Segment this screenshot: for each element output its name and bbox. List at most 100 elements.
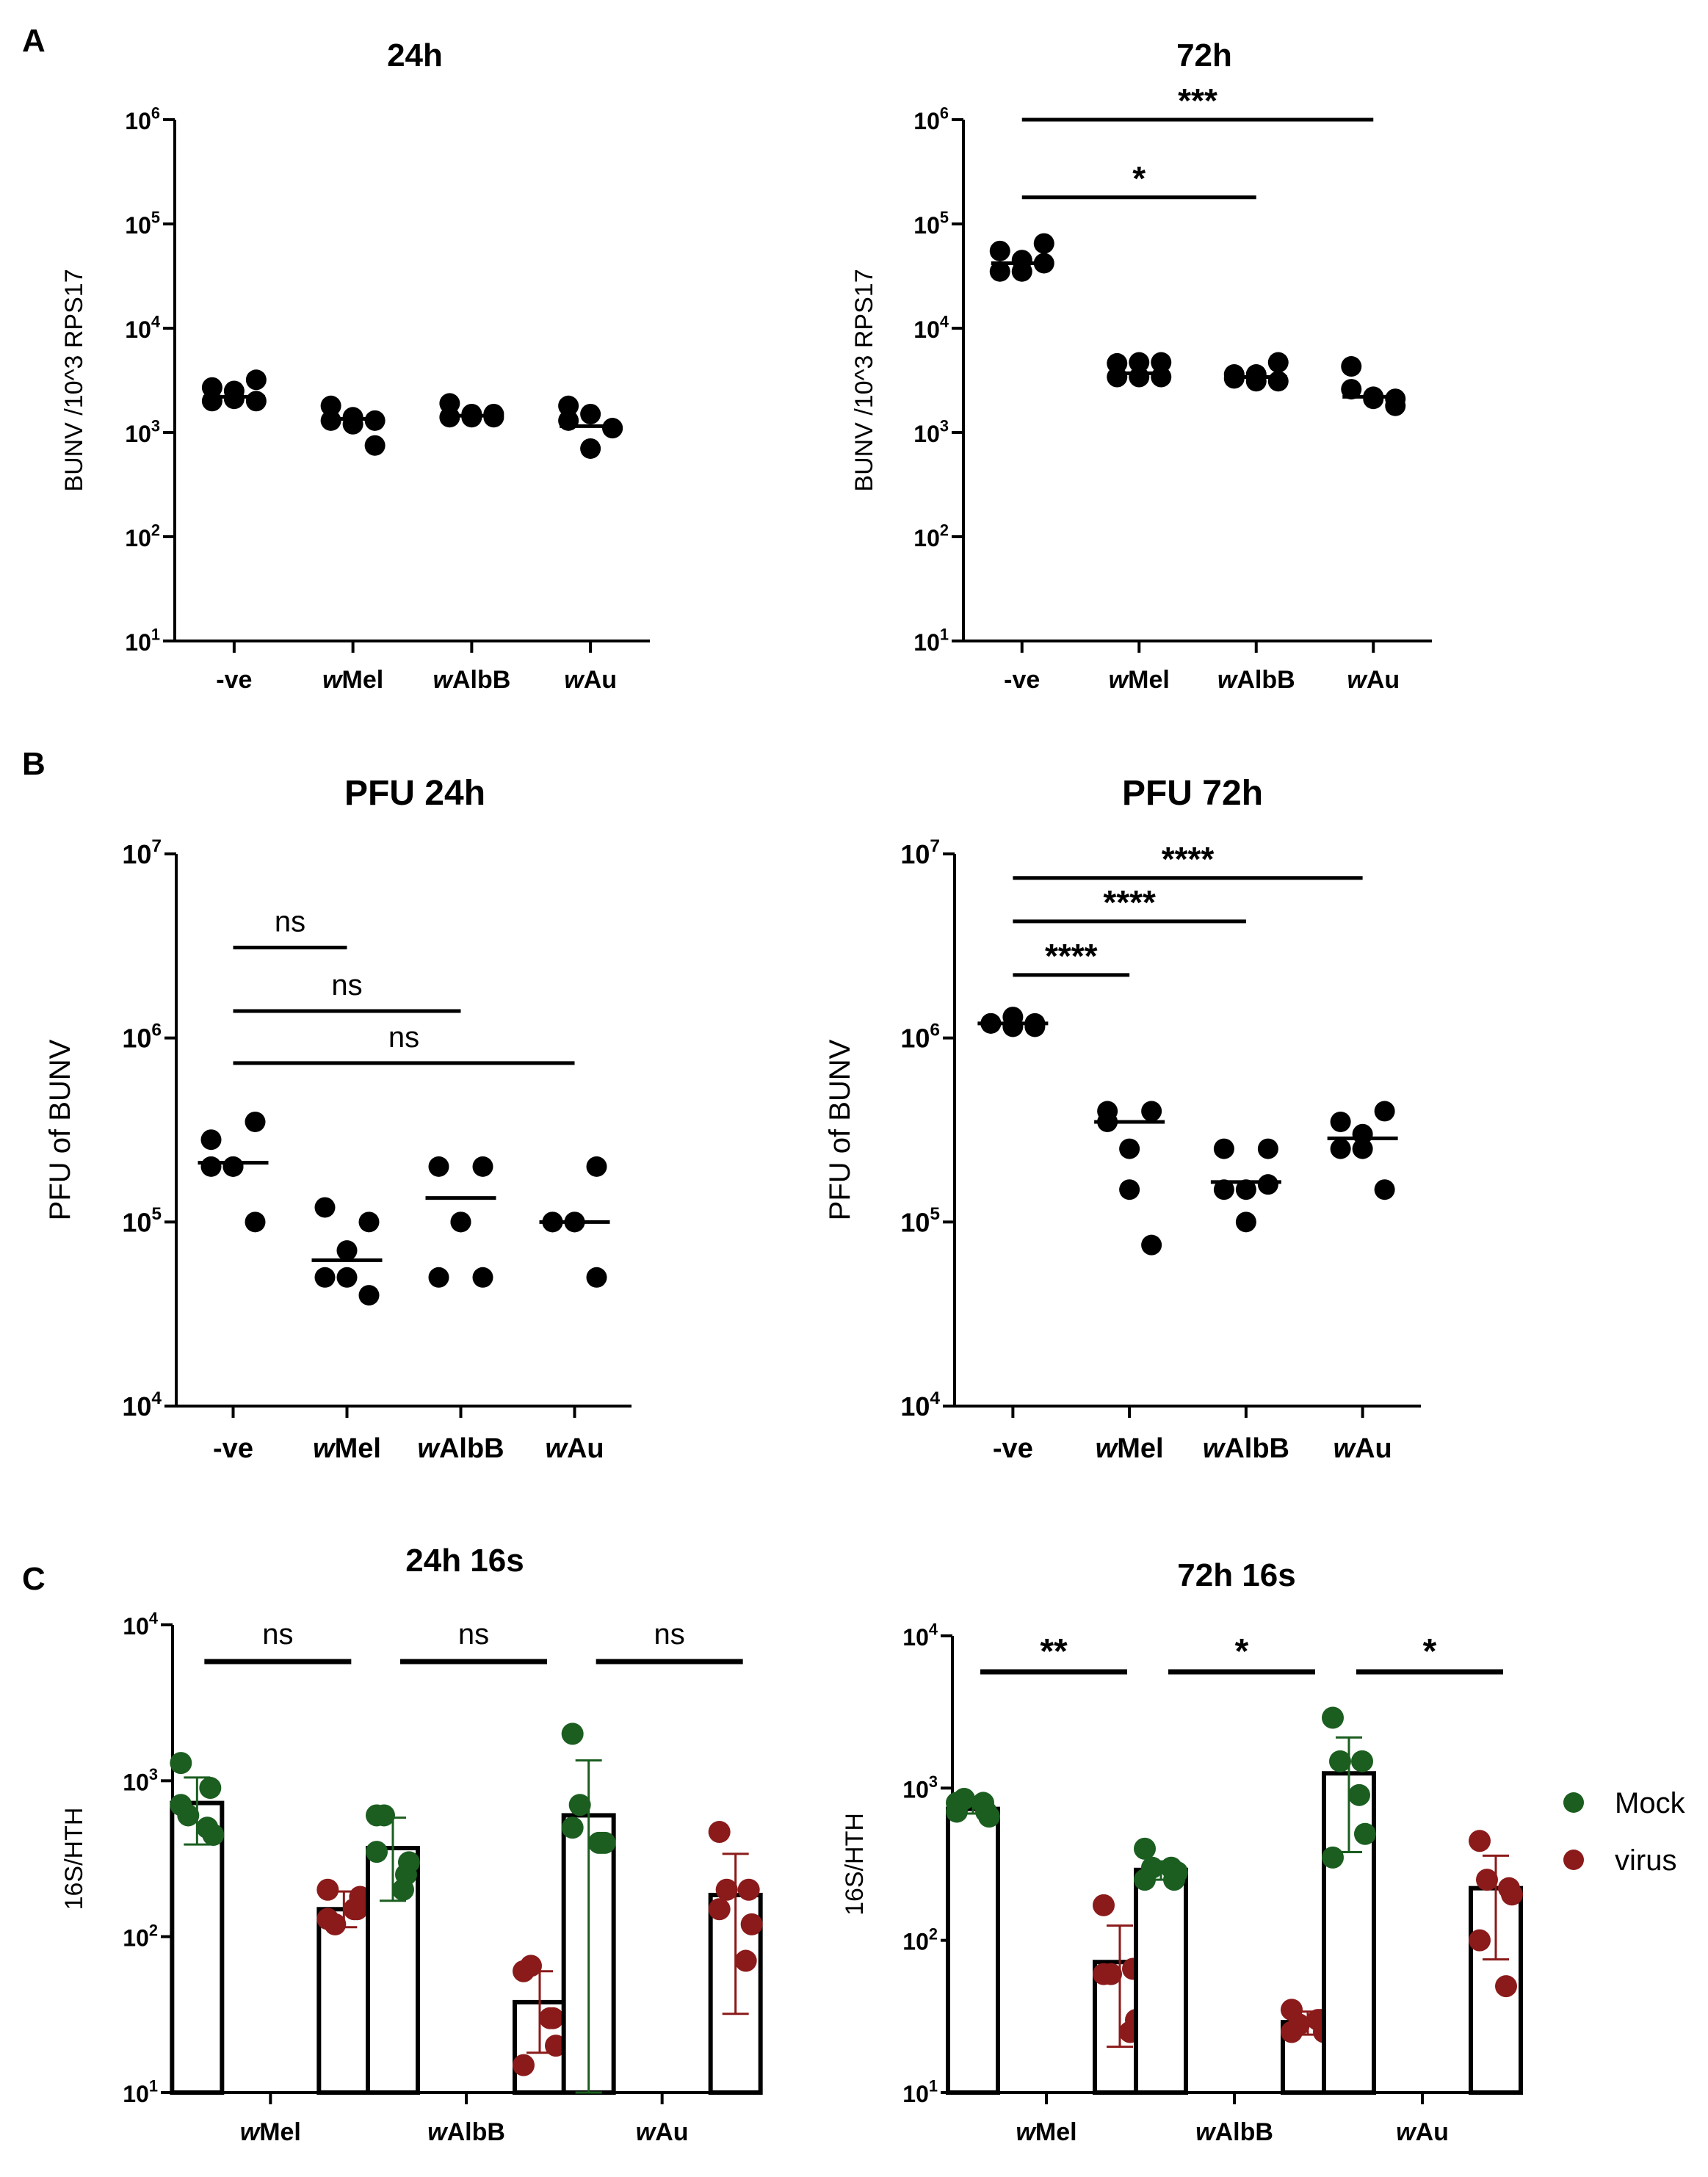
y-tick-label: 104 [900, 1388, 940, 1421]
y-tick-label: 101 [125, 626, 160, 656]
chart-A1: 101 102 103 104 105 106 24h BUNV /10^3 RPS17 -ve… [60, 37, 650, 694]
y-tick-label: 106 [122, 1020, 162, 1053]
x-tick-label: wMel [1109, 666, 1170, 694]
significance-label: ns [654, 1618, 685, 1651]
data-point [1011, 250, 1032, 271]
data-point [1093, 1963, 1115, 1985]
y-tick-label: 106 [900, 1020, 940, 1053]
data-point [1281, 2021, 1303, 2043]
bar-mock [946, 1806, 1000, 2096]
y-axis-label: 16S/HTH [60, 1808, 88, 1910]
data-point [1141, 1234, 1162, 1256]
data-point [1002, 1016, 1024, 1037]
chart-title: 24h [387, 37, 443, 73]
data-point [586, 1267, 607, 1288]
data-point [539, 2007, 561, 2029]
y-axis-label: PFU of BUNV [44, 1039, 76, 1220]
data-point [1213, 1179, 1234, 1200]
chart-title: 72h [1176, 37, 1232, 73]
data-point [222, 1156, 244, 1177]
data-point [558, 395, 579, 416]
y-tick-label: 104 [913, 313, 949, 343]
data-point [428, 1156, 449, 1177]
y-tick-label: 104 [123, 1609, 158, 1640]
chart-title: PFU 72h [1122, 774, 1263, 813]
legend-label-mock: Mock [1615, 1787, 1686, 1819]
y-tick-label: 105 [122, 1204, 162, 1237]
x-tick-label: -ve [213, 1433, 253, 1464]
y-tick-label: 102 [125, 521, 160, 551]
chart-title: 72h 16s [1177, 1557, 1295, 1593]
panel-letter-a: A [22, 23, 46, 59]
y-tick-label: 102 [913, 521, 949, 551]
y-tick-label: 103 [123, 1765, 158, 1795]
data-point [1330, 1111, 1351, 1132]
significance-label: **** [1103, 883, 1156, 921]
chart-B2: 104 105 106 107 PFU 72h PFU of BUNV -ve wMel wAl… [824, 774, 1421, 1464]
data-point [1134, 1837, 1156, 1860]
data-point [1134, 1869, 1156, 1891]
x-tick-label: wAlbB [427, 2118, 505, 2146]
data-point [320, 395, 341, 416]
bar-mock [170, 1800, 225, 2096]
y-tick-label: 106 [125, 104, 160, 134]
data-point [561, 1816, 584, 1839]
data-point [708, 1898, 731, 1921]
data-point [520, 1955, 542, 1977]
data-point [170, 1794, 192, 1816]
data-point [1119, 1138, 1140, 1159]
data-point [708, 1820, 731, 1843]
data-point [392, 1878, 414, 1901]
x-tick-label: wMel [1016, 2118, 1076, 2146]
data-point [737, 1878, 760, 1901]
data-point [513, 2054, 535, 2076]
significance-label: ns [331, 969, 362, 1001]
data-point [428, 1267, 449, 1288]
data-point [201, 391, 222, 412]
data-point [1351, 1750, 1373, 1772]
bar-mock [1134, 1867, 1188, 2095]
significance-label: * [1423, 1632, 1437, 1671]
data-point [1033, 233, 1054, 254]
data-point [587, 1831, 610, 1854]
data-point [450, 1211, 471, 1233]
y-tick-label: 107 [900, 836, 940, 869]
chart-title: PFU 24h [344, 774, 485, 813]
significance-label: ns [275, 905, 305, 938]
x-tick-label: wAu [636, 2118, 689, 2146]
data-point [1151, 352, 1172, 373]
data-point [199, 1777, 222, 1800]
y-tick-label: 103 [125, 417, 160, 447]
data-point [1341, 356, 1362, 377]
data-point [1352, 1138, 1373, 1159]
data-point [314, 1267, 336, 1288]
x-tick-label: -ve [993, 1433, 1033, 1464]
x-tick-label: wAu [1334, 1433, 1392, 1464]
data-point [1329, 1750, 1351, 1772]
data-point [1374, 1179, 1395, 1200]
data-point [1257, 1138, 1278, 1159]
significance-label: ns [458, 1618, 489, 1651]
y-tick-label: 101 [123, 2077, 158, 2107]
legend-marker-mock [1563, 1792, 1584, 1813]
data-point [1213, 1138, 1234, 1159]
data-point [1267, 352, 1289, 373]
x-tick-label: -ve [216, 666, 252, 694]
x-tick-label: wMel [322, 666, 383, 694]
y-axis-label: BUNV /10^3 RPS17 [60, 269, 88, 491]
significance-label: ns [388, 1021, 419, 1054]
significance-label: **** [1045, 937, 1098, 975]
data-point [561, 1723, 584, 1745]
data-point [1093, 1894, 1115, 1916]
data-point [586, 1156, 607, 1177]
data-point [358, 1285, 380, 1306]
data-point [1495, 1975, 1517, 1998]
data-point [734, 1949, 757, 1972]
significance-label: ns [262, 1618, 293, 1651]
data-point [316, 1878, 339, 1901]
y-tick-label: 103 [913, 417, 949, 447]
data-point [245, 369, 267, 391]
data-point [1476, 1869, 1498, 1891]
significance-label: * [1132, 159, 1146, 198]
